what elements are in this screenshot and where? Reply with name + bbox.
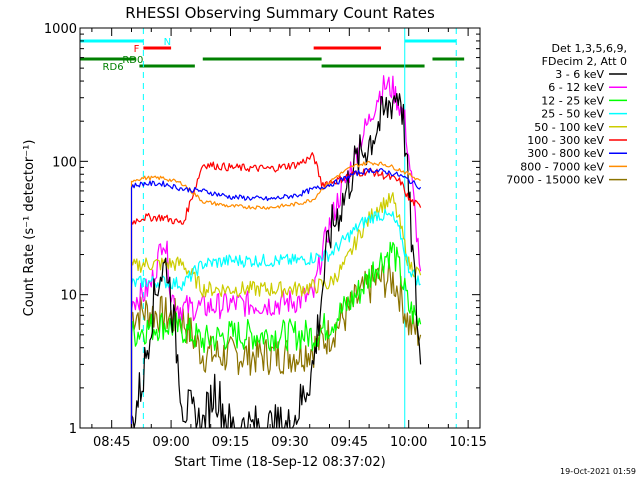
legend-label: 300 - 800 keV <box>527 147 604 160</box>
flag-label: N <box>164 37 171 48</box>
legend-label: 100 - 300 keV <box>527 134 604 147</box>
x-tick-label: 10:15 <box>449 435 486 450</box>
legend-label: 800 - 7000 keV <box>520 160 604 173</box>
series-line <box>130 167 422 428</box>
y-tick-label: 100 <box>52 155 77 170</box>
series-line <box>130 160 421 428</box>
legend-header: Det 1,3,5,6,9, <box>551 42 627 55</box>
legend-label: 6 - 12 keV <box>548 81 604 94</box>
flag-label: F <box>134 44 140 55</box>
legend-label: 25 - 50 keV <box>541 108 604 121</box>
series-lines <box>130 75 422 429</box>
series-line <box>130 93 422 429</box>
legend: Det 1,3,5,6,9,FDecim 2, Att 03 - 6 keV6 … <box>506 42 627 187</box>
y-tick-label: 1000 <box>44 22 77 37</box>
x-tick-label: 08:45 <box>93 435 130 450</box>
y-axis: 1 10 100 1000 <box>44 22 480 437</box>
series-line <box>130 192 422 428</box>
x-tick-label: 09:15 <box>212 435 249 450</box>
timestamp: 19-Oct-2021 01:59 <box>560 467 636 476</box>
flag-label: RD6 <box>103 62 124 73</box>
flag-label: RD0 <box>122 55 143 66</box>
y-tick-label: 10 <box>60 289 77 304</box>
series-line <box>130 241 422 428</box>
x-tick-label: 10:00 <box>390 435 427 450</box>
legend-header: FDecim 2, Att 0 <box>542 55 627 68</box>
legend-label: 12 - 25 keV <box>541 94 604 107</box>
series-line <box>130 75 422 428</box>
x-tick-label: 09:00 <box>152 435 189 450</box>
x-tick-label: 09:45 <box>331 435 368 450</box>
legend-label: 7000 - 15000 keV <box>506 174 604 187</box>
series-line <box>130 208 421 428</box>
x-axis: 08:45 09:00 09:15 09:30 09:45 10:00 10:15 <box>91 28 487 450</box>
legend-label: 3 - 6 keV <box>555 68 604 81</box>
x-tick-label: 09:30 <box>271 435 308 450</box>
chart-title: RHESSI Observing Summary Count Rates <box>125 4 435 22</box>
plot-frame <box>79 27 481 429</box>
y-tick-label: 1 <box>69 422 77 437</box>
legend-label: 50 - 100 keV <box>534 121 604 134</box>
series-line <box>130 152 422 428</box>
y-axis-label: Count Rate (s⁻¹ detector⁻¹) <box>22 140 37 317</box>
x-axis-label: Start Time (18-Sep-12 08:37:02) <box>174 455 385 470</box>
